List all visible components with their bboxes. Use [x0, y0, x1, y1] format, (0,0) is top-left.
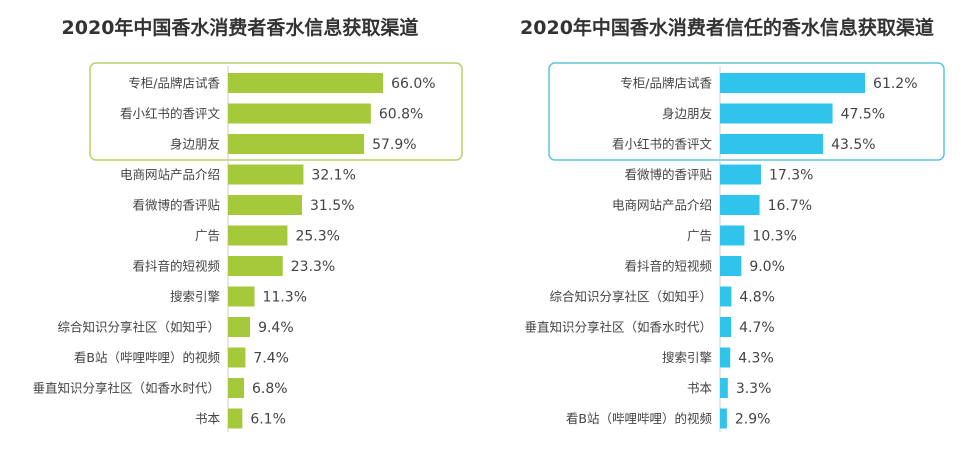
highlight-box-0 — [89, 62, 463, 161]
category-label-1-4: 电商网站产品介绍 — [612, 198, 712, 213]
value-label-0-10: 6.8% — [252, 381, 288, 397]
chart-title-0: 2020年中国香水消费者香水信息获取渠道 — [62, 16, 419, 39]
value-label-1-1: 47.5% — [841, 107, 885, 123]
category-label-0-1: 看小红书的香评文 — [120, 106, 221, 121]
value-label-0-0: 66.0% — [391, 76, 435, 92]
value-label-0-3: 32.1% — [311, 168, 355, 184]
value-label-0-2: 57.9% — [372, 137, 416, 153]
bar-1-0 — [720, 73, 866, 93]
category-label-0-0: 专柜/品牌店试香 — [128, 76, 220, 91]
value-label-1-10: 3.3% — [736, 381, 772, 397]
bar-1-9 — [720, 347, 731, 368]
category-label-1-6: 看抖音的短视频 — [624, 259, 712, 274]
category-label-0-10: 垂直知识分享社区（如香水时代） — [32, 381, 220, 396]
bar-1-2 — [720, 134, 824, 154]
bar-1-6 — [720, 256, 742, 276]
highlight-box-1 — [548, 62, 945, 161]
bar-1-3 — [720, 164, 762, 185]
bar-0-1 — [228, 103, 371, 124]
bar-1-4 — [720, 195, 760, 215]
category-label-1-10: 书本 — [687, 381, 713, 396]
bar-0-9 — [228, 347, 246, 368]
category-label-0-2: 身边朋友 — [170, 137, 220, 152]
category-label-1-2: 看小红书的香评文 — [612, 137, 713, 152]
category-label-0-8: 综合知识分享社区（如知乎） — [57, 320, 220, 335]
value-label-1-3: 17.3% — [769, 168, 813, 184]
value-label-1-2: 43.5% — [831, 137, 875, 153]
bar-0-2 — [228, 134, 365, 154]
bar-0-7 — [228, 286, 255, 307]
value-label-1-7: 4.8% — [739, 290, 775, 306]
bar-1-10 — [720, 378, 728, 398]
value-label-0-1: 60.8% — [379, 107, 423, 123]
category-label-0-3: 电商网站产品介绍 — [120, 167, 220, 182]
bar-0-8 — [228, 317, 251, 337]
value-label-1-0: 61.2% — [873, 76, 917, 92]
category-label-1-7: 综合知识分享社区（如知乎） — [549, 289, 712, 304]
value-label-0-11: 6.1% — [250, 412, 286, 428]
bar-1-5 — [720, 225, 745, 246]
bar-0-5 — [228, 225, 288, 246]
value-label-0-5: 25.3% — [295, 229, 339, 245]
value-label-1-8: 4.7% — [739, 320, 775, 336]
value-label-1-6: 9.0% — [749, 259, 785, 275]
category-label-1-5: 广告 — [687, 228, 712, 243]
bar-1-11 — [720, 408, 727, 429]
value-label-0-6: 23.3% — [291, 259, 335, 275]
value-label-1-9: 4.3% — [738, 351, 774, 367]
category-label-1-11: 看B站（哔哩哔哩）的视频 — [566, 411, 713, 426]
value-label-1-5: 10.3% — [752, 229, 796, 245]
category-label-0-4: 看微博的香评贴 — [132, 198, 220, 213]
bar-0-4 — [228, 195, 303, 215]
value-label-0-9: 7.4% — [253, 351, 289, 367]
category-label-1-8: 垂直知识分享社区（如香水时代） — [524, 320, 712, 335]
category-label-0-7: 搜索引擎 — [170, 289, 220, 304]
category-label-1-3: 看微博的香评贴 — [624, 167, 712, 182]
category-label-1-0: 专柜/品牌店试香 — [620, 76, 712, 91]
value-label-0-4: 31.5% — [310, 198, 354, 214]
bar-1-1 — [720, 103, 833, 124]
value-label-0-7: 11.3% — [263, 290, 307, 306]
value-label-1-4: 16.7% — [768, 198, 812, 214]
chart-title-1: 2020年中国香水消费者信任的香水信息获取渠道 — [520, 16, 934, 39]
value-label-0-8: 9.4% — [258, 320, 294, 336]
category-label-0-11: 书本 — [195, 411, 221, 426]
category-label-0-6: 看抖音的短视频 — [132, 259, 220, 274]
bar-1-8 — [720, 317, 732, 337]
category-label-0-9: 看B站（哔哩哔哩）的视频 — [74, 350, 221, 365]
bar-0-10 — [228, 378, 244, 398]
bar-0-3 — [228, 164, 304, 185]
bar-1-7 — [720, 286, 732, 307]
bar-0-6 — [228, 256, 283, 276]
category-label-0-5: 广告 — [195, 228, 220, 243]
category-label-1-1: 身边朋友 — [662, 106, 712, 121]
bar-0-0 — [228, 73, 384, 93]
category-label-1-9: 搜索引擎 — [662, 350, 712, 365]
bar-0-11 — [228, 408, 243, 429]
value-label-1-11: 2.9% — [735, 412, 771, 428]
